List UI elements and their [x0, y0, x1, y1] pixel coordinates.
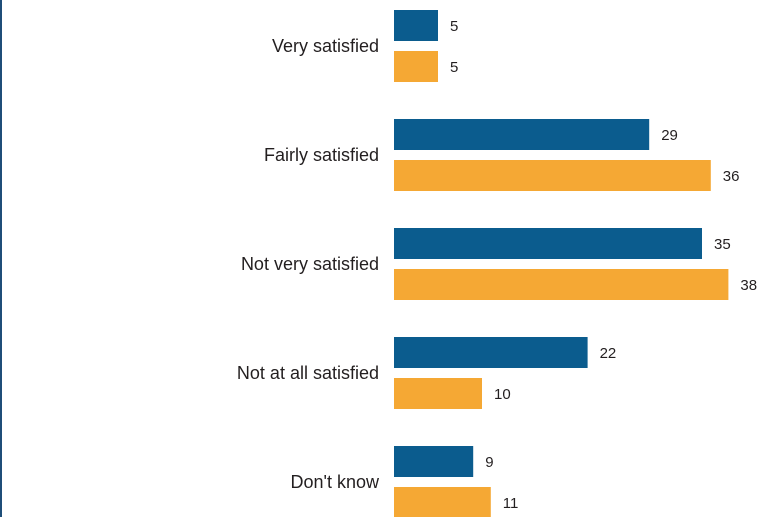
value-label-series-2-don-t-know: 11 [503, 495, 519, 512]
value-label-series-1-fairly-satisfied: 29 [661, 127, 678, 144]
value-label-series-1-very-satisfied: 5 [450, 18, 458, 35]
value-label-series-1-not-at-all-satisfied: 22 [600, 345, 617, 362]
category-label-not-at-all-satisfied: Not at all satisfied [237, 363, 379, 383]
bar-series-2-fairly-satisfied [394, 160, 711, 191]
bar-series-1-not-very-satisfied [394, 228, 702, 259]
bars [394, 10, 729, 517]
value-label-series-1-don-t-know: 9 [485, 454, 493, 471]
bar-series-1-fairly-satisfied [394, 119, 650, 150]
bar-series-1-very-satisfied [394, 10, 438, 41]
bar-series-1-not-at-all-satisfied [394, 337, 588, 368]
value-label-series-1-not-very-satisfied: 35 [714, 236, 731, 253]
bar-series-1-don-t-know [394, 446, 474, 477]
bar-series-2-not-at-all-satisfied [394, 378, 482, 409]
category-label-don-t-know: Don't know [291, 472, 380, 492]
category-labels: Very satisfied Fairly satisfied Not very s… [237, 36, 380, 492]
category-label-fairly-satisfied: Fairly satisfied [264, 145, 379, 165]
value-label-series-2-not-very-satisfied: 38 [740, 277, 757, 294]
value-label-series-2-not-at-all-satisfied: 10 [494, 386, 511, 403]
category-label-very-satisfied: Very satisfied [272, 36, 379, 56]
value-labels: 5 5 29 36 35 38 22 10 9 11 [450, 18, 757, 512]
bar-series-2-don-t-know [394, 487, 491, 517]
category-label-not-very-satisfied: Not very satisfied [241, 254, 379, 274]
bar-series-2-very-satisfied [394, 51, 438, 82]
value-label-series-2-fairly-satisfied: 36 [723, 168, 740, 185]
value-label-series-2-very-satisfied: 5 [450, 59, 458, 76]
bar-series-2-not-very-satisfied [394, 269, 729, 300]
